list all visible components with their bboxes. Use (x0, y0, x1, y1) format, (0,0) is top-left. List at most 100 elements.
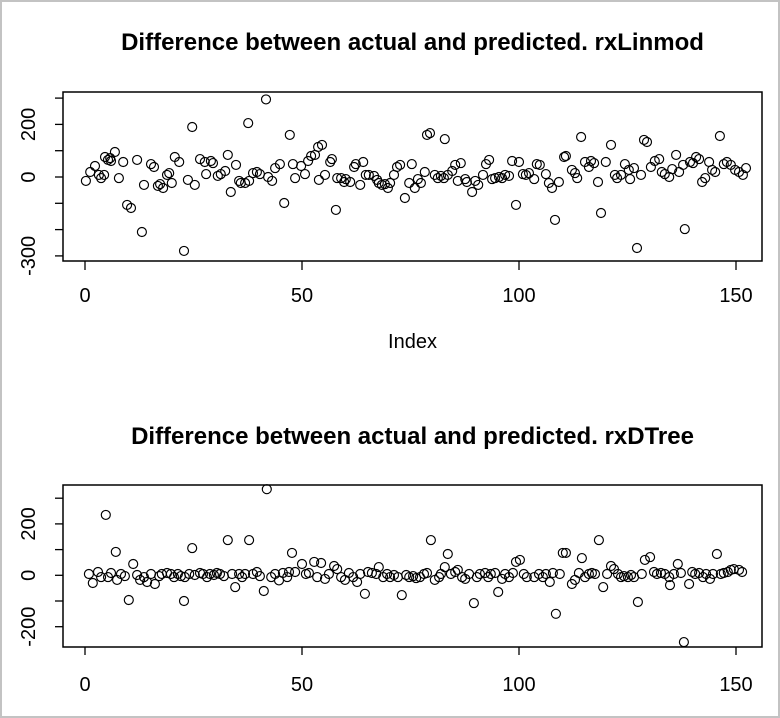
y-tick-label: 200 (18, 507, 40, 540)
data-point (733, 564, 745, 575)
data-point (230, 159, 242, 170)
data-point (598, 582, 609, 593)
x-tick-label: 150 (719, 285, 752, 307)
data-point (93, 169, 104, 180)
data-point (164, 168, 175, 179)
data-point (109, 146, 120, 158)
data-point (672, 558, 683, 570)
data-point (490, 173, 501, 184)
data-point (656, 166, 667, 178)
data-point (455, 158, 466, 169)
plot-box (62, 91, 763, 262)
data-point (655, 567, 666, 579)
data-point (142, 576, 153, 588)
data-point (605, 139, 617, 150)
data-point (152, 180, 163, 191)
data-point (490, 567, 501, 579)
data-point (132, 569, 143, 581)
data-point (382, 568, 393, 580)
x-tick-label: 0 (79, 674, 90, 696)
data-point (648, 566, 660, 578)
data-point (600, 156, 611, 168)
data-point (132, 154, 143, 165)
data-point (313, 174, 324, 185)
data-point (303, 155, 314, 167)
data-point (113, 173, 124, 184)
data-point (404, 572, 415, 583)
data-point (96, 173, 107, 184)
data-point (704, 573, 716, 584)
y-tick-label: 200 (18, 108, 40, 141)
data-point (85, 166, 96, 178)
data-point (125, 202, 137, 214)
data-point (737, 566, 748, 578)
plot1-title: Difference between actual and predicted.… (121, 29, 704, 56)
x-tick-label: 100 (502, 674, 535, 696)
data-point (477, 169, 489, 180)
data-point (497, 573, 508, 584)
data-point (447, 165, 458, 177)
data-point (251, 166, 262, 178)
data-point (625, 174, 636, 185)
data-point (282, 572, 293, 583)
data-point (679, 224, 690, 235)
data-point (319, 169, 331, 180)
data-point (668, 568, 679, 580)
data-point (585, 155, 597, 167)
data-point (671, 149, 682, 160)
data-point (439, 562, 450, 573)
data-point (158, 182, 169, 194)
data-point (391, 161, 403, 173)
data-point (605, 560, 617, 572)
data-point (520, 169, 531, 180)
data-point (339, 176, 350, 188)
data-point (404, 177, 415, 189)
data-point (128, 558, 139, 570)
data-point (576, 553, 587, 564)
data-point (145, 159, 157, 170)
data-point (592, 176, 604, 188)
data-point (442, 548, 453, 560)
data-point (312, 572, 323, 583)
data-point (222, 535, 233, 546)
data-point (201, 169, 212, 180)
data-point (432, 173, 443, 184)
plot-box (62, 484, 763, 648)
data-point (299, 169, 311, 180)
data-point (609, 169, 620, 180)
data-point (201, 572, 213, 583)
data-point (395, 159, 406, 170)
data-point (424, 128, 436, 139)
data-point (429, 169, 440, 180)
data-point (435, 568, 446, 580)
data-point (267, 175, 278, 186)
data-point (208, 569, 219, 581)
data-point (316, 557, 327, 569)
data-point (484, 154, 495, 165)
data-point (230, 582, 241, 593)
data-point (279, 197, 290, 209)
data-point (178, 595, 190, 607)
data-point (119, 571, 130, 582)
data-point (514, 554, 525, 565)
data-point (355, 568, 366, 580)
data-point (100, 509, 111, 520)
data-point (373, 177, 384, 189)
data-point (234, 568, 245, 580)
data-point (138, 179, 150, 190)
data-point (615, 169, 627, 180)
data-point (553, 176, 564, 188)
data-point (678, 159, 689, 170)
data-point (632, 596, 643, 608)
data-point (182, 174, 193, 185)
data-point (227, 568, 238, 580)
data-point (283, 566, 295, 578)
data-point (687, 566, 698, 578)
data-point (174, 156, 185, 168)
data-point (710, 166, 721, 178)
data-point (243, 118, 254, 129)
data-point (714, 130, 725, 142)
data-point (554, 568, 565, 580)
data-point (707, 568, 719, 580)
data-point (350, 159, 361, 170)
